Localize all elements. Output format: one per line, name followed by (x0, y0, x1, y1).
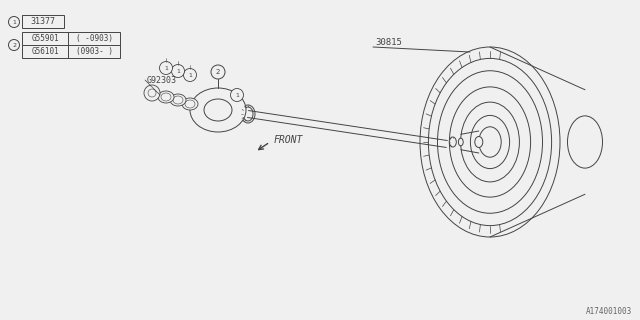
Ellipse shape (458, 138, 463, 146)
Ellipse shape (182, 98, 198, 110)
Ellipse shape (190, 88, 246, 132)
Text: G56101: G56101 (31, 47, 59, 56)
Text: 1: 1 (12, 20, 16, 25)
Text: 2: 2 (216, 69, 220, 75)
Circle shape (211, 65, 225, 79)
Ellipse shape (243, 107, 253, 121)
Ellipse shape (449, 137, 456, 147)
Circle shape (230, 89, 243, 101)
Text: ( -0903): ( -0903) (76, 34, 113, 43)
Circle shape (172, 65, 184, 77)
Text: A174001003: A174001003 (586, 307, 632, 316)
Ellipse shape (158, 91, 174, 103)
Circle shape (148, 89, 156, 97)
Ellipse shape (185, 100, 195, 108)
Ellipse shape (479, 127, 501, 157)
Text: G55901: G55901 (31, 34, 59, 43)
Ellipse shape (449, 87, 531, 197)
Ellipse shape (461, 102, 520, 182)
Ellipse shape (470, 116, 509, 169)
Ellipse shape (241, 105, 255, 123)
Ellipse shape (420, 47, 560, 237)
Text: 1: 1 (235, 92, 239, 98)
Text: G92303: G92303 (147, 76, 177, 84)
Ellipse shape (161, 93, 171, 101)
Circle shape (184, 68, 196, 82)
Text: FRONT: FRONT (274, 135, 303, 145)
Text: (0903- ): (0903- ) (76, 47, 113, 56)
Text: 2: 2 (12, 43, 16, 47)
Text: 30815: 30815 (375, 37, 402, 46)
Ellipse shape (475, 137, 483, 148)
Ellipse shape (438, 71, 543, 213)
Ellipse shape (568, 116, 602, 168)
Ellipse shape (173, 96, 183, 104)
Text: 1: 1 (164, 66, 168, 70)
Circle shape (159, 61, 173, 75)
Ellipse shape (170, 94, 186, 106)
Text: 1: 1 (188, 73, 192, 77)
Text: 1: 1 (176, 68, 180, 74)
Ellipse shape (428, 59, 552, 226)
Bar (22, 15, 64, 28)
Ellipse shape (204, 99, 232, 121)
Bar (22, 32, 120, 58)
Circle shape (144, 85, 160, 101)
Text: 31377: 31377 (31, 17, 56, 26)
